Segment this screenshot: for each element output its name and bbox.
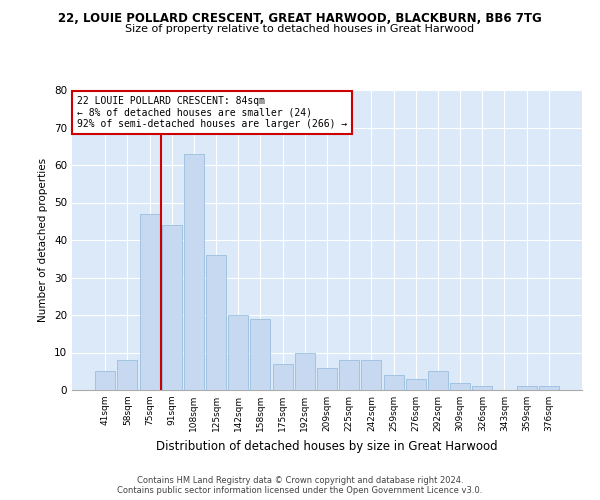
Bar [472, 386, 492, 390]
Text: 22 LOUIE POLLARD CRESCENT: 84sqm
← 8% of detached houses are smaller (24)
92% of: 22 LOUIE POLLARD CRESCENT: 84sqm ← 8% of… [77, 96, 347, 129]
Bar [184, 154, 204, 390]
Bar [317, 368, 337, 390]
Text: Contains HM Land Registry data © Crown copyright and database right 2024.: Contains HM Land Registry data © Crown c… [137, 476, 463, 485]
Bar [406, 379, 426, 390]
Bar [162, 225, 182, 390]
Bar [272, 364, 293, 390]
Bar [361, 360, 382, 390]
X-axis label: Distribution of detached houses by size in Great Harwood: Distribution of detached houses by size … [156, 440, 498, 452]
Y-axis label: Number of detached properties: Number of detached properties [38, 158, 49, 322]
Bar [206, 255, 226, 390]
Bar [95, 371, 115, 390]
Bar [118, 360, 137, 390]
Bar [383, 375, 404, 390]
Bar [250, 319, 271, 390]
Bar [228, 315, 248, 390]
Text: Contains public sector information licensed under the Open Government Licence v3: Contains public sector information licen… [118, 486, 482, 495]
Bar [428, 371, 448, 390]
Bar [295, 352, 315, 390]
Text: Size of property relative to detached houses in Great Harwood: Size of property relative to detached ho… [125, 24, 475, 34]
Bar [339, 360, 359, 390]
Bar [450, 382, 470, 390]
Bar [140, 214, 160, 390]
Bar [517, 386, 536, 390]
Text: 22, LOUIE POLLARD CRESCENT, GREAT HARWOOD, BLACKBURN, BB6 7TG: 22, LOUIE POLLARD CRESCENT, GREAT HARWOO… [58, 12, 542, 26]
Bar [539, 386, 559, 390]
